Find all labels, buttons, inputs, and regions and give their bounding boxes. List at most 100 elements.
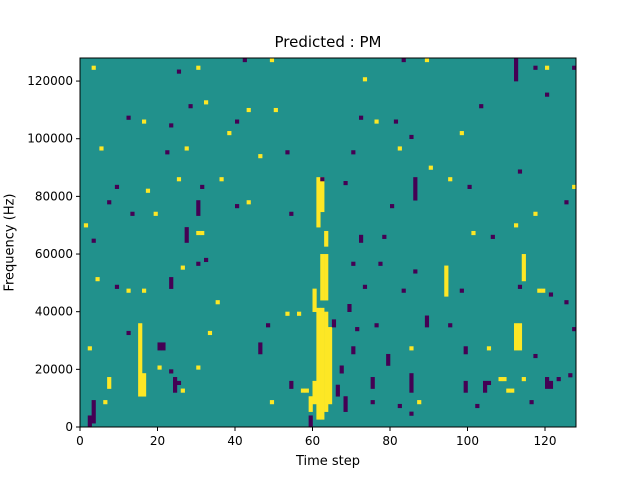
- heatmap-cell-low: [463, 380, 468, 393]
- heatmap-cell-high: [409, 346, 414, 351]
- x-axis-label: Time step: [295, 454, 361, 469]
- heatmap-cell-high: [312, 380, 317, 405]
- heatmap-cell-high: [316, 177, 321, 228]
- heatmap-cell-high: [362, 77, 368, 82]
- heatmap-cell-high: [300, 388, 306, 393]
- heatmap-cell-high: [304, 388, 309, 393]
- heatmap-cell-high: [308, 396, 313, 412]
- heatmap-cell-high: [417, 400, 422, 405]
- heatmap-cell-high: [324, 254, 329, 301]
- heatmap-cell-low: [184, 227, 189, 243]
- heatmap-cell-low: [289, 380, 294, 389]
- heatmap-cell-low: [548, 292, 554, 297]
- heatmap-cell-high: [204, 100, 209, 105]
- heatmap-cell-low: [370, 400, 375, 405]
- heatmap-cell-low: [343, 396, 348, 412]
- heatmap-cell-low: [235, 204, 240, 209]
- heatmap-cell-high: [215, 300, 220, 305]
- heatmap-cell-low: [564, 300, 569, 305]
- heatmap-cell-low: [390, 204, 395, 209]
- heatmap-cell-high: [184, 146, 189, 151]
- heatmap-cell-high: [397, 146, 402, 151]
- heatmap-cell-low: [351, 346, 356, 355]
- y-axis-label: Frequency (Hz): [2, 193, 18, 292]
- heatmap-cell-low: [355, 327, 360, 332]
- heatmap-cell-low: [517, 169, 523, 174]
- heatmap-cell-low: [285, 150, 290, 155]
- heatmap-cell-low: [165, 150, 170, 155]
- heatmap-cell-low: [258, 342, 263, 355]
- heatmap-cell-high: [269, 400, 275, 405]
- heatmap-cell-high: [285, 311, 290, 316]
- heatmap-cell-high: [138, 323, 143, 397]
- heatmap-cell-low: [556, 377, 561, 382]
- heatmap-cell-low: [459, 288, 464, 293]
- heatmap-cell-low: [169, 277, 174, 289]
- heatmap-cell-high: [424, 58, 430, 63]
- heatmap-cell-low: [568, 373, 573, 378]
- heatmap-cell-low: [91, 238, 96, 243]
- heatmap-cell-high: [269, 58, 275, 63]
- heatmap-cell-low: [331, 319, 337, 328]
- heatmap-cell-high: [572, 184, 577, 189]
- heatmap-cell-high: [83, 223, 89, 228]
- x-tick-label: 40: [227, 434, 242, 448]
- heatmap-cell-low: [486, 380, 492, 386]
- heatmap-cell-low: [235, 119, 240, 124]
- heatmap-cell-high: [180, 388, 185, 393]
- heatmap-cell-high: [448, 177, 453, 182]
- heatmap-cell-high: [316, 307, 321, 420]
- x-tick-label: 80: [382, 434, 397, 448]
- heatmap-cell-high: [324, 230, 329, 247]
- heatmap-cell-low: [413, 177, 418, 201]
- heatmap-cell-low: [339, 365, 344, 374]
- heatmap-cell-high: [328, 327, 333, 405]
- heatmap-cell-low: [413, 269, 418, 274]
- heatmap-cell-low: [173, 377, 178, 393]
- heatmap-cell-low: [409, 134, 414, 140]
- heatmap-cell-low: [130, 211, 135, 216]
- heatmap-cell-low: [266, 323, 271, 328]
- heatmap-cell-high: [514, 223, 519, 228]
- heatmap-cell-high: [459, 131, 464, 136]
- heatmap-cell-low: [564, 200, 569, 205]
- heatmap-cell-low: [517, 284, 523, 289]
- heatmap-cell-high: [428, 165, 433, 170]
- heatmap-cell-low: [351, 261, 356, 266]
- heatmap-cell-low: [176, 69, 182, 74]
- heatmap-cell-high: [95, 277, 100, 282]
- y-tick-label: 40000: [35, 305, 73, 319]
- x-tick-label: 0: [76, 434, 84, 448]
- heatmap-cell-high: [103, 400, 108, 405]
- heatmap-cell-low: [370, 377, 375, 389]
- heatmap-cell-low: [467, 184, 472, 189]
- heatmap-cell-high: [320, 254, 325, 301]
- heatmap-cell-low: [359, 234, 364, 243]
- heatmap-cell-high: [176, 177, 182, 182]
- heatmap-cell-low: [343, 181, 348, 186]
- heatmap-cell-low: [378, 261, 383, 266]
- heatmap-cell-low: [362, 284, 368, 289]
- heatmap-cell-low: [475, 403, 480, 409]
- heatmap-cell-high: [87, 346, 92, 351]
- heatmap-cell-low: [161, 342, 166, 351]
- heatmap-cell-high: [324, 311, 329, 412]
- x-tick-label: 20: [150, 434, 165, 448]
- heatmap-cell-high: [510, 388, 515, 393]
- heatmap-cell-low: [308, 415, 313, 428]
- heatmap-cell-low: [424, 315, 430, 328]
- heatmap-cell-low: [533, 65, 538, 70]
- heatmap-cell-high: [471, 230, 476, 236]
- heatmap-cell-low: [397, 403, 402, 409]
- heatmap-cell-high: [227, 131, 232, 136]
- heatmap-cell-low: [409, 411, 414, 416]
- heatmap-cell-high: [207, 330, 213, 336]
- heatmap-cell-high: [126, 288, 131, 293]
- heatmap-cell-low: [289, 211, 294, 216]
- heatmap-cell-low: [490, 234, 495, 239]
- heatmap-cell-high: [142, 288, 147, 293]
- y-tick-label: 80000: [35, 189, 73, 203]
- heatmap-cell-high: [374, 119, 379, 124]
- heatmap-cell-low: [196, 200, 201, 216]
